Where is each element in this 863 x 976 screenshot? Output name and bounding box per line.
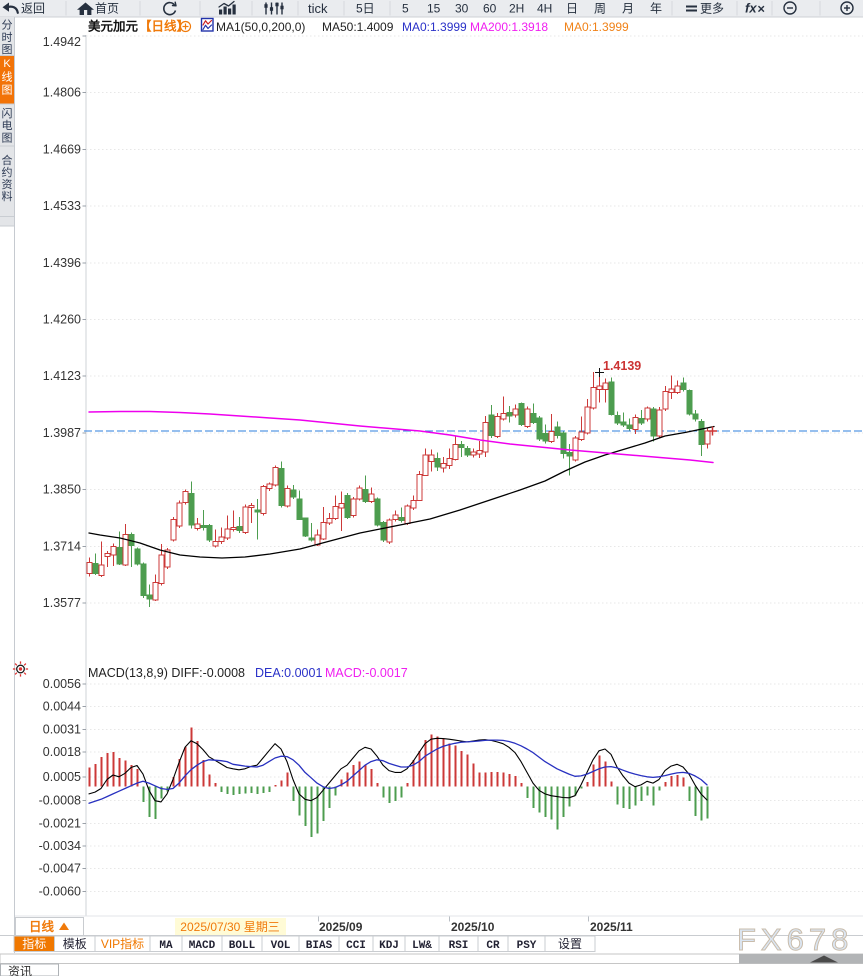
svg-text:1.4260: 1.4260 — [43, 313, 81, 327]
svg-text:图: 图 — [2, 84, 13, 97]
svg-text:1.4139: 1.4139 — [603, 359, 641, 373]
svg-text:MACD:-0.0017: MACD:-0.0017 — [325, 666, 408, 680]
svg-text:tick: tick — [308, 1, 328, 16]
svg-text:【日线】: 【日线】 — [139, 19, 189, 34]
svg-text:约: 约 — [2, 166, 13, 179]
svg-text:2025/07/30 星期三: 2025/07/30 星期三 — [180, 920, 279, 934]
svg-text:CR: CR — [486, 940, 500, 952]
svg-text:MA0:1.3999: MA0:1.3999 — [402, 20, 467, 34]
svg-text:2025/10: 2025/10 — [451, 920, 495, 934]
svg-text:✕: ✕ — [757, 5, 765, 16]
svg-text:周: 周 — [594, 2, 606, 16]
svg-text:1.3850: 1.3850 — [43, 483, 81, 497]
svg-text:30: 30 — [455, 2, 469, 16]
svg-text:K: K — [3, 58, 11, 70]
svg-text:CCI: CCI — [346, 940, 366, 952]
svg-text:VOL: VOL — [271, 940, 291, 952]
svg-text:LW&: LW& — [412, 940, 432, 952]
svg-text:1.4123: 1.4123 — [43, 369, 81, 383]
svg-text:电: 电 — [2, 119, 13, 132]
svg-text:0.0005: 0.0005 — [43, 770, 81, 784]
svg-text:RSI: RSI — [449, 940, 469, 952]
svg-text:-0.0047: -0.0047 — [39, 862, 81, 876]
svg-text:PSY: PSY — [517, 940, 537, 952]
svg-text:月: 月 — [622, 2, 634, 16]
svg-text:1.4533: 1.4533 — [43, 199, 81, 213]
svg-text:线: 线 — [2, 70, 13, 84]
svg-text:VIP指标: VIP指标 — [101, 936, 144, 951]
svg-text:KDJ: KDJ — [379, 940, 399, 952]
svg-text:2025/09: 2025/09 — [319, 920, 363, 934]
svg-text:资讯: 资讯 — [8, 965, 32, 976]
svg-text:指标: 指标 — [22, 936, 46, 951]
svg-text:-0.0008: -0.0008 — [39, 794, 81, 808]
svg-text:模板: 模板 — [63, 937, 87, 951]
svg-text:美元加元: 美元加元 — [88, 19, 139, 34]
svg-text:MA: MA — [159, 940, 173, 952]
svg-text:图: 图 — [2, 132, 13, 145]
svg-text:1.4806: 1.4806 — [43, 86, 81, 100]
svg-text:设置: 设置 — [558, 937, 582, 951]
svg-text:DEA:0.0001: DEA:0.0001 — [255, 666, 322, 680]
svg-text:0.0031: 0.0031 — [43, 722, 81, 736]
svg-text:闪: 闪 — [2, 106, 13, 120]
svg-text:2025/11: 2025/11 — [590, 920, 633, 934]
svg-text:MA50:1.4009: MA50:1.4009 — [322, 20, 394, 34]
svg-text:更多: 更多 — [700, 2, 724, 16]
svg-text:合: 合 — [2, 153, 13, 167]
svg-text:0.0056: 0.0056 — [43, 677, 81, 691]
svg-text:fx: fx — [745, 1, 757, 16]
svg-text:资: 资 — [2, 178, 13, 191]
svg-text:1.4669: 1.4669 — [43, 142, 81, 156]
svg-text:-0.0021: -0.0021 — [39, 816, 81, 830]
svg-text:0.0044: 0.0044 — [43, 700, 81, 714]
svg-text:0.0018: 0.0018 — [43, 745, 81, 759]
svg-text:-0.0034: -0.0034 — [39, 839, 81, 853]
svg-text:首页: 首页 — [95, 2, 119, 16]
svg-text:MACD(13,8,9) DIFF:-0.0008: MACD(13,8,9) DIFF:-0.0008 — [88, 666, 245, 680]
svg-text:1.3577: 1.3577 — [43, 596, 81, 610]
svg-text:日: 日 — [566, 2, 578, 16]
svg-text:MA1(50,0,200,0): MA1(50,0,200,0) — [216, 20, 305, 34]
svg-text:4H: 4H — [537, 2, 552, 16]
svg-text:日线: 日线 — [29, 919, 55, 934]
svg-text:BOLL: BOLL — [229, 940, 256, 952]
svg-text:年: 年 — [650, 2, 662, 16]
svg-text:5日: 5日 — [356, 2, 375, 16]
svg-text:返回: 返回 — [21, 2, 45, 16]
svg-text:1.4942: 1.4942 — [43, 35, 81, 49]
svg-text:1.3714: 1.3714 — [43, 539, 81, 553]
svg-text:料: 料 — [2, 189, 13, 203]
svg-text:1.4396: 1.4396 — [43, 256, 81, 270]
svg-text:BIAS: BIAS — [306, 940, 333, 952]
svg-text:分: 分 — [2, 19, 13, 32]
svg-text:时: 时 — [2, 31, 13, 44]
svg-text:2H: 2H — [509, 2, 524, 16]
svg-text:MA200:1.3918: MA200:1.3918 — [470, 20, 548, 34]
svg-text:MACD: MACD — [189, 940, 216, 952]
svg-text:60: 60 — [483, 2, 497, 16]
svg-text:MA0:1.3999: MA0:1.3999 — [564, 20, 629, 34]
svg-text:5: 5 — [402, 2, 409, 16]
svg-text:FX678: FX678 — [737, 922, 853, 957]
svg-text:-0.0060: -0.0060 — [39, 885, 81, 899]
svg-text:15: 15 — [427, 2, 441, 16]
svg-text:1.3987: 1.3987 — [43, 426, 81, 440]
svg-text:图: 图 — [2, 43, 13, 56]
